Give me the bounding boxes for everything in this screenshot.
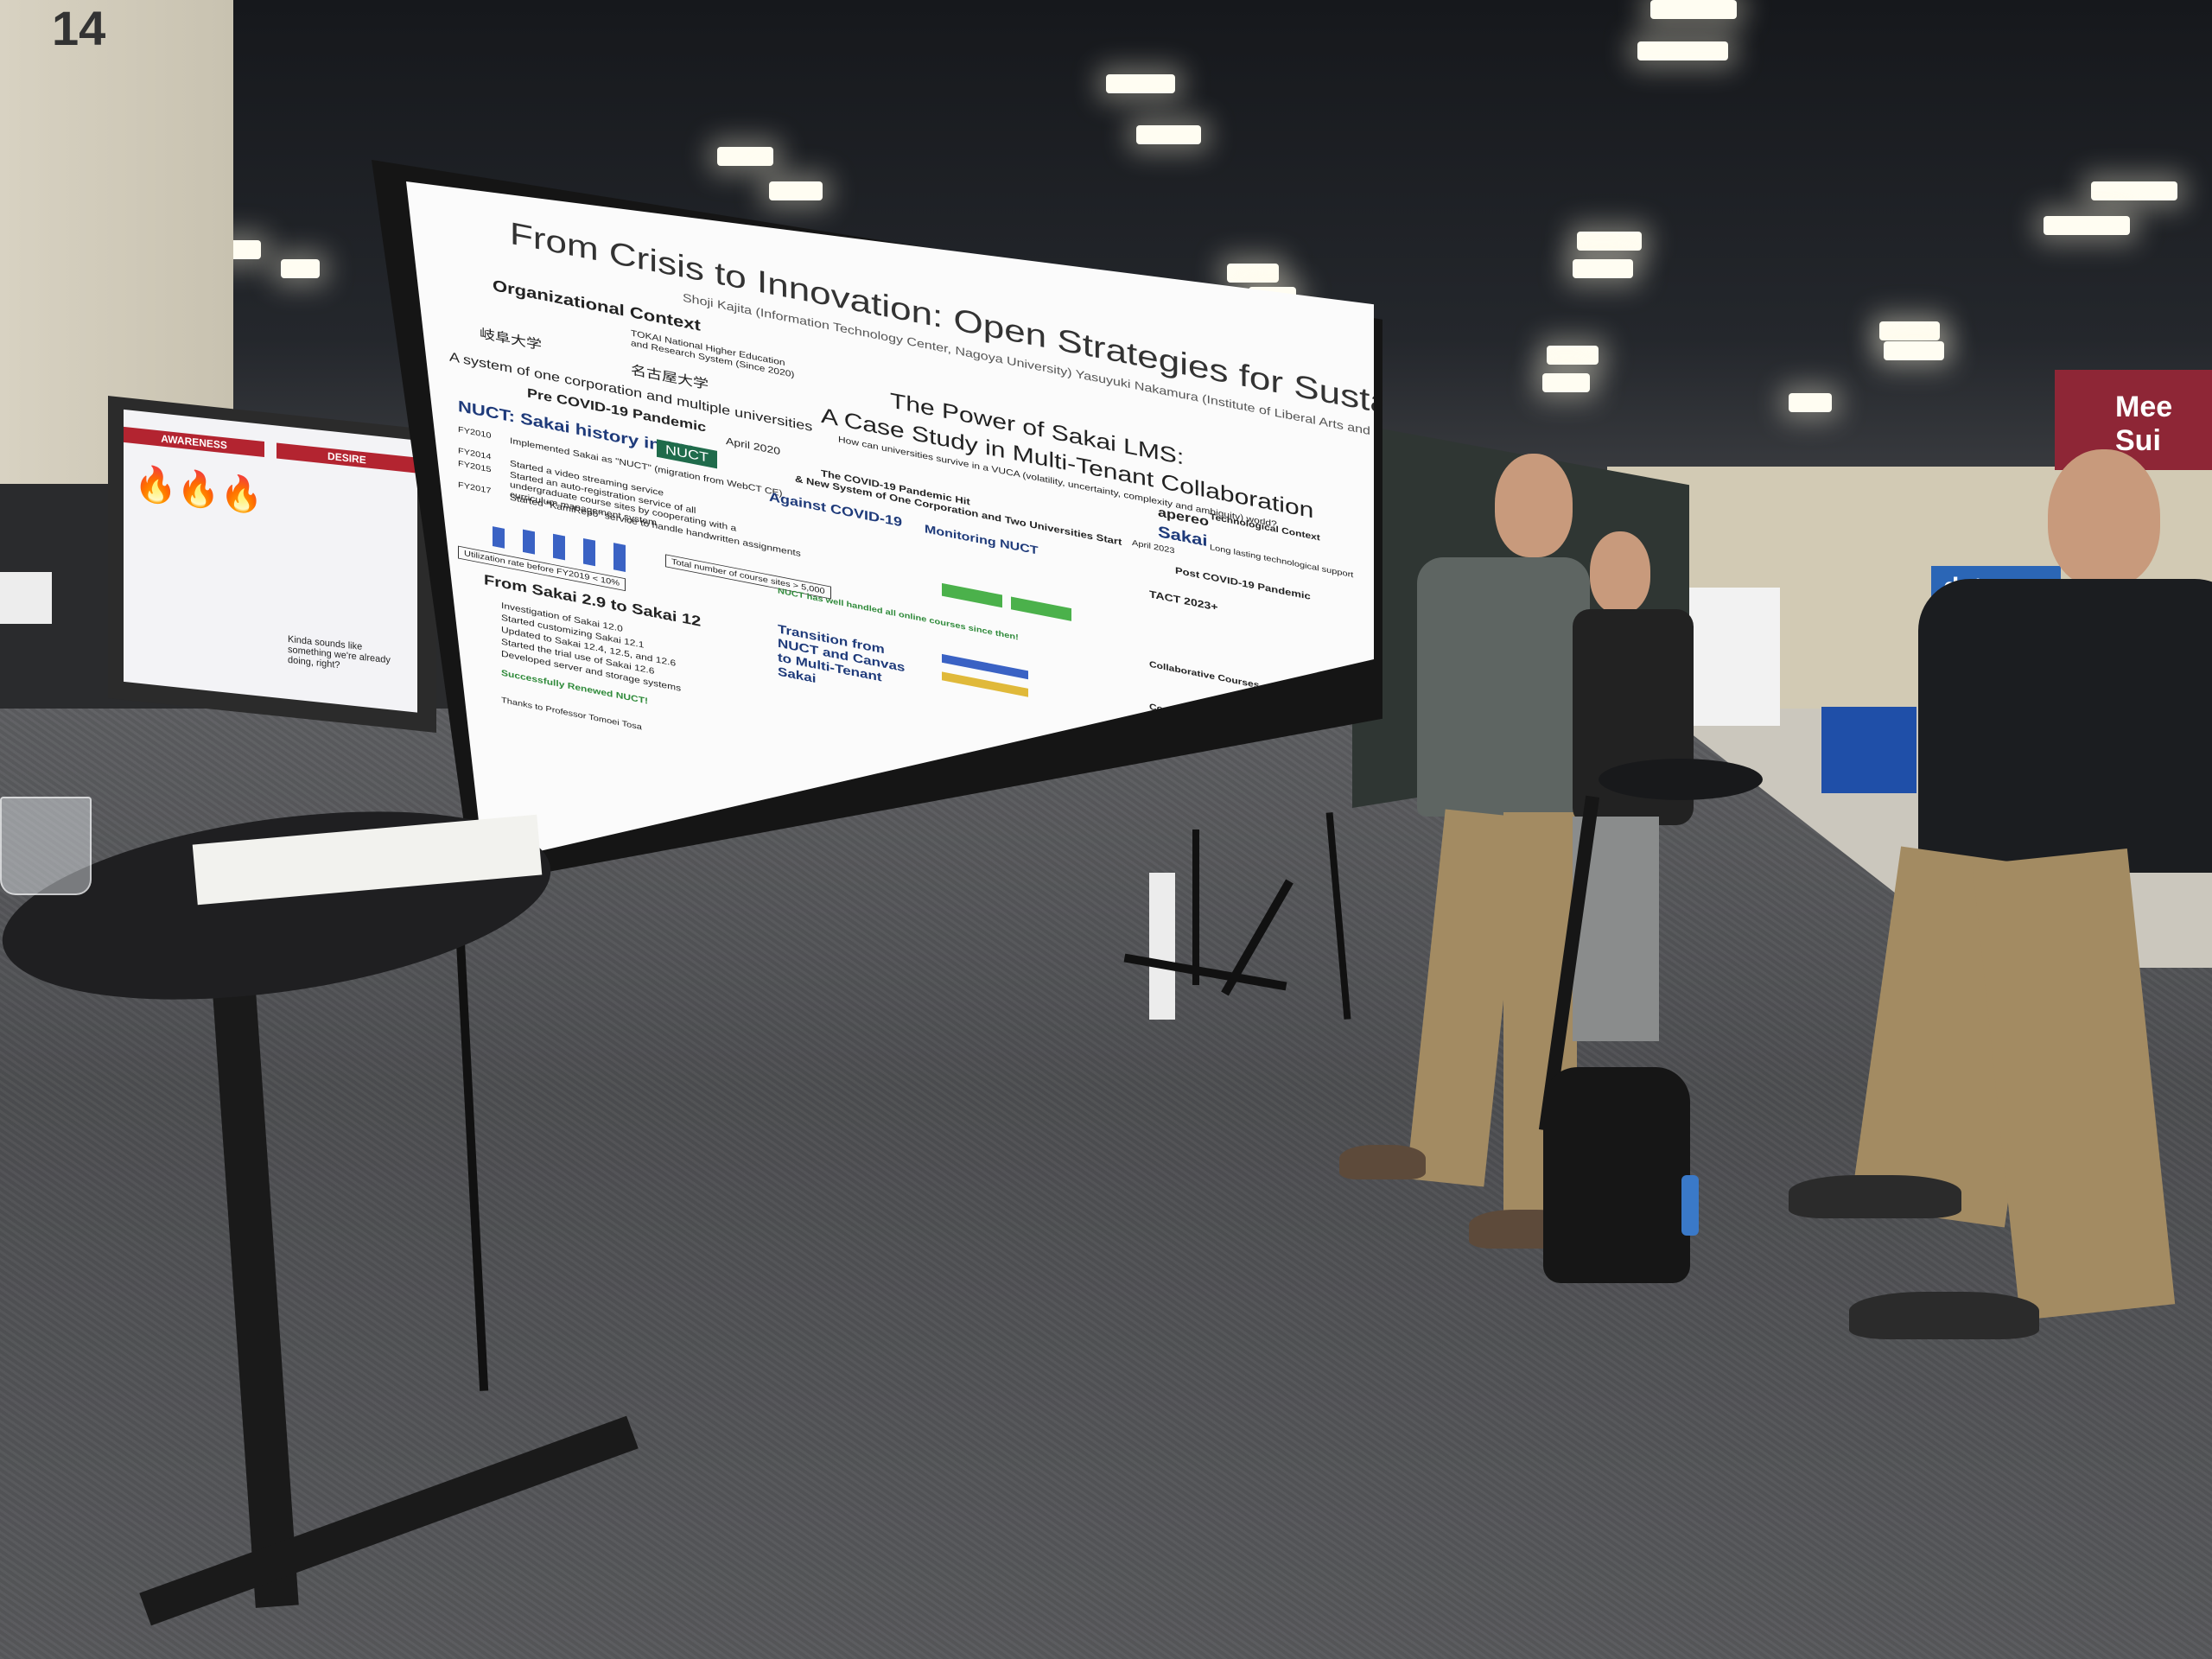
head <box>1590 531 1650 613</box>
fy2010-label: FY2010 <box>458 425 492 441</box>
post-covid-heading: Post COVID-19 Pandemic <box>1175 564 1311 602</box>
backpack <box>1543 1067 1690 1283</box>
ceiling-light <box>281 259 320 278</box>
ceiling-light <box>769 181 823 200</box>
booth-wall <box>1676 588 1780 726</box>
easel-leg <box>1149 873 1175 1020</box>
desire-banner: DESIRE <box>276 442 417 474</box>
left-poster: AWARENESS DESIRE 🔥🔥🔥 Kinda sounds like s… <box>124 409 417 713</box>
ceiling-light <box>2091 181 2177 200</box>
april-2020-label: April 2020 <box>726 435 781 457</box>
ceiling-light <box>1227 264 1279 283</box>
shoe <box>1789 1175 1961 1218</box>
cocktail-table-top <box>1599 759 1763 800</box>
ceiling-light <box>1106 74 1175 93</box>
awareness-banner: AWARENESS <box>124 426 265 458</box>
org-context-heading: Organizational Context <box>493 276 701 334</box>
plastic-cup <box>0 797 92 895</box>
black-shirt <box>1918 579 2212 873</box>
gifu-logo: 岐阜大学 <box>480 326 542 353</box>
shoe <box>1849 1292 2039 1339</box>
ceiling-light <box>1637 41 1728 60</box>
monitoring-graph <box>1011 596 1071 621</box>
ceiling-light <box>1879 321 1940 340</box>
chart-bar <box>523 529 535 555</box>
fy2015-label: FY2015 <box>458 459 492 474</box>
ceiling-light <box>1650 0 1737 19</box>
ceiling-light <box>1547 346 1599 365</box>
corner-sign: 14 <box>52 1 106 55</box>
easel-leg <box>1192 830 1199 985</box>
ceiling-light <box>1789 393 1832 412</box>
thanks-text: Thanks to Professor Tomoei Tosa <box>501 696 642 732</box>
transition-heading: Transition from NUCT and Canvas to Multi… <box>778 621 906 686</box>
left-poster-quote: Kinda sounds like something we're alread… <box>288 633 391 671</box>
blue-table <box>1821 707 1916 793</box>
fy2014-label: FY2014 <box>458 446 492 462</box>
ceiling-light <box>1884 341 1944 360</box>
ceiling-light <box>717 147 773 166</box>
chart-bar <box>583 537 595 567</box>
head <box>2048 449 2160 588</box>
ceiling-light <box>1542 373 1590 392</box>
paper-stack <box>0 572 52 624</box>
chart-bar <box>493 526 505 549</box>
water-bottle <box>1681 1175 1699 1236</box>
monitoring-graph <box>942 582 1002 608</box>
shoe <box>1339 1145 1426 1179</box>
chart-bar <box>613 543 626 572</box>
case-study-title: A Case Study in Multi-Tenant Collaborati… <box>821 404 1314 524</box>
head <box>1495 454 1573 557</box>
course-sites-bar-chart <box>493 526 626 572</box>
ceiling-light <box>2044 216 2130 235</box>
flame-icon: 🔥🔥🔥 <box>134 464 264 516</box>
fy2017-label: FY2017 <box>458 480 492 496</box>
left-poster-board: AWARENESS DESIRE 🔥🔥🔥 Kinda sounds like s… <box>108 396 436 733</box>
ceiling-light <box>1577 232 1642 251</box>
tact-heading: TACT 2023+ <box>1149 588 1218 613</box>
monitoring-heading: Monitoring NUCT <box>925 523 1039 557</box>
chart-bar <box>553 533 565 561</box>
booth-sign-text: Mee Sui <box>2115 391 2173 457</box>
ceiling-light <box>1136 125 1201 144</box>
long-lasting-text: Long lasting technological support <box>1210 543 1354 580</box>
ceiling-light <box>1573 259 1633 278</box>
gray-shirt <box>1417 557 1590 817</box>
collab-courses-heading: Collaborative Courses <box>1149 658 1260 690</box>
